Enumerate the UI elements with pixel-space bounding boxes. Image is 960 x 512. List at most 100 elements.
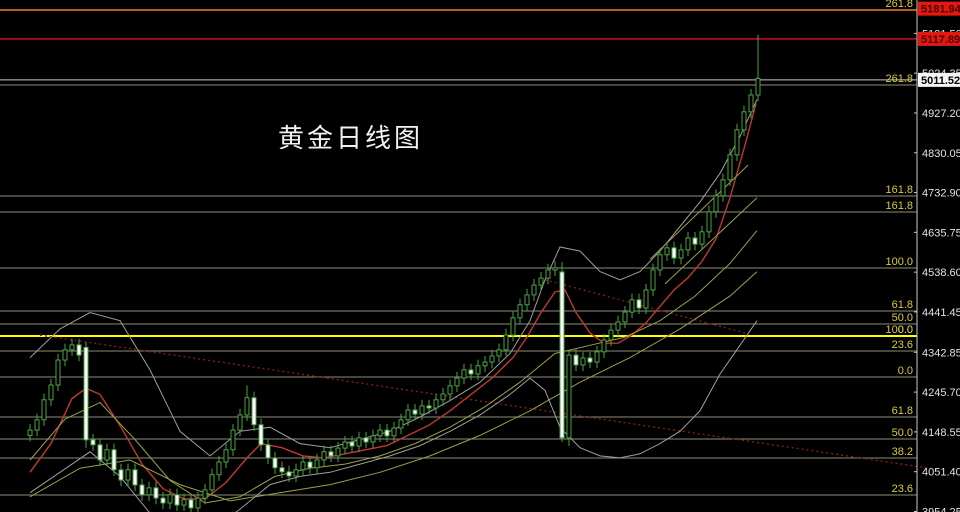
candle [76,338,82,362]
candle-body [678,249,684,259]
candle-body [237,414,243,431]
candle [552,260,558,277]
horizontal-levels: 261.8261.8161.8161.8100.061.850.0100.00.… [0,0,917,496]
candle-body [55,359,61,386]
candle-body [580,357,586,366]
candle [559,262,565,442]
fib-level-label: 50.0 [892,427,913,439]
candle [342,435,348,455]
candle [706,205,712,238]
candle-body [657,254,663,271]
price-box-bg [918,72,960,87]
candle-body [181,499,187,506]
candle [307,455,313,474]
candle [272,451,278,474]
candle-body [615,321,621,331]
candle-body [405,409,411,421]
candle-body [531,284,537,296]
candle [468,363,474,381]
candle-body [307,461,313,469]
candle [440,387,446,406]
candle [482,355,488,372]
candle-body [223,449,229,463]
candle-body [230,429,236,451]
candle-body [321,451,327,461]
fib-level-label: 161.8 [885,184,913,196]
candle-body [41,399,47,421]
candle [328,445,334,463]
current-price-box: 5011.52 [918,72,960,87]
candle-body [286,471,292,477]
candle-body [139,484,145,496]
candle-body [510,317,516,336]
price-axis-label: 4830.05 [922,148,960,160]
candle [573,348,579,372]
candle-body [398,419,404,429]
candle [741,105,747,136]
candle-body [699,231,705,245]
candle-body [195,497,201,509]
candle-body [265,444,271,459]
fib-level-label: 161.8 [885,200,913,212]
candle [517,298,523,324]
candle [636,293,642,315]
candle [349,435,355,453]
candle-body [496,349,502,357]
candle [286,465,292,483]
candle [160,491,166,510]
candle-body [118,469,124,481]
candle-body [643,289,649,309]
candle-body [384,429,390,437]
candle-body [258,424,264,446]
candle [118,463,124,487]
candle [146,481,152,501]
candle-body [146,487,152,496]
candle [251,391,257,431]
candle [594,345,600,369]
candle-body [132,469,138,486]
price-axis-label: 4635.75 [922,227,960,239]
candle [314,453,320,474]
candle [692,231,698,251]
candle-body [706,211,712,233]
price-axis-label: 4927.20 [922,108,960,120]
candle [104,443,110,467]
candle [34,413,40,437]
candle [461,363,467,385]
candle-body [440,393,446,401]
candle [566,349,572,447]
price-box-bg [918,31,960,46]
candle-body [748,94,754,113]
candle [216,455,222,481]
candle-body [69,344,75,351]
candle [335,441,341,463]
candle-body [671,247,677,259]
fib-level-label: 261.8 [885,0,913,10]
candle [69,338,75,356]
candle [748,88,754,118]
candle-body [727,154,733,181]
candle [601,333,607,358]
candle-body [720,179,726,197]
candle-body [27,429,33,436]
candle-body [167,494,173,504]
candle-body [363,437,369,443]
candle [244,385,250,422]
candle [615,315,621,337]
candle-body [461,369,467,379]
candle-body [279,467,285,473]
price-axis-label: 4245.70 [922,387,960,399]
candle [727,148,733,186]
candle-body [636,299,642,309]
candle [195,491,201,512]
candle [167,488,173,510]
candle [111,443,117,476]
candle [531,278,537,302]
candle [209,468,215,497]
price-box-value: 5181.94 [921,4,960,16]
chart-title: 黄金日线图 [278,124,424,153]
candle [391,421,397,442]
fib-level-label: 50.0 [892,312,913,324]
